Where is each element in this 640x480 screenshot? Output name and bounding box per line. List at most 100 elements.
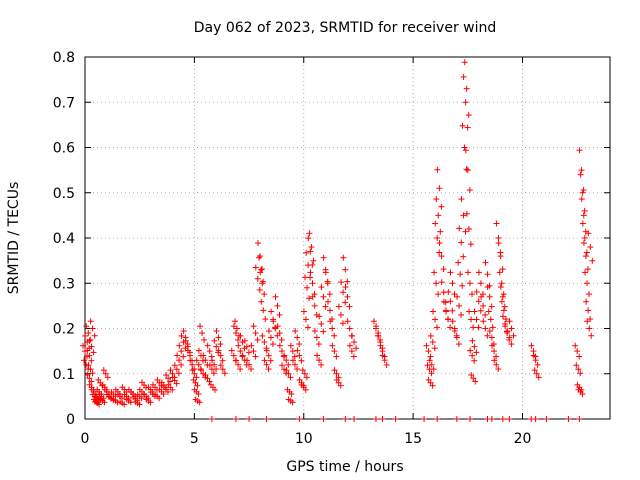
data-point: [454, 293, 461, 300]
data-point: [193, 357, 200, 364]
data-point: [496, 269, 503, 276]
data-point: [169, 386, 176, 393]
data-point: [426, 357, 433, 364]
data-point: [453, 416, 460, 422]
data-point: [296, 341, 303, 348]
data-point: [458, 196, 465, 203]
data-point: [342, 416, 349, 422]
data-point: [438, 253, 445, 260]
data-point: [81, 357, 88, 364]
data-point: [434, 324, 440, 331]
data-point: [176, 342, 183, 349]
y-tick-label: 0: [66, 412, 75, 428]
data-point: [493, 361, 500, 368]
data-point: [267, 334, 274, 341]
data-point: [565, 416, 572, 422]
data-point: [204, 375, 211, 382]
data-point: [572, 342, 579, 349]
data-point: [501, 303, 508, 310]
data-point: [302, 386, 309, 393]
data-point: [189, 367, 196, 374]
y-tick-label: 0.2: [53, 322, 75, 338]
data-point: [104, 374, 111, 381]
data-point: [115, 391, 121, 398]
data-point: [136, 401, 143, 408]
data-point: [342, 284, 349, 291]
data-point: [574, 348, 581, 355]
data-point: [583, 249, 590, 256]
data-point: [86, 381, 93, 388]
data-point: [331, 332, 338, 339]
data-point: [252, 353, 259, 360]
data-point: [583, 298, 590, 305]
data-point: [300, 308, 307, 315]
data-point: [475, 269, 482, 276]
data-point: [436, 249, 443, 256]
data-point: [100, 395, 107, 402]
data-point: [128, 389, 135, 396]
data-point: [232, 318, 239, 325]
data-point: [434, 166, 441, 173]
data-point: [285, 396, 292, 403]
data-point: [464, 124, 471, 131]
y-tick-label: 0.3: [53, 276, 75, 292]
data-point: [320, 416, 327, 422]
data-point: [215, 347, 222, 354]
data-point: [455, 259, 462, 266]
data-point: [167, 378, 174, 385]
data-point: [211, 386, 218, 393]
data-point: [434, 235, 441, 241]
data-point: [425, 376, 432, 383]
data-point: [269, 341, 276, 348]
data-point: [99, 381, 106, 388]
data-point: [152, 391, 159, 398]
data-point: [110, 396, 117, 403]
data-point: [96, 391, 103, 398]
data-point: [193, 374, 200, 381]
data-point: [235, 342, 242, 349]
data-point: [174, 352, 181, 359]
data-point: [233, 357, 240, 364]
data-point: [497, 253, 504, 260]
data-point: [189, 361, 196, 368]
data-point: [373, 323, 380, 330]
data-point: [471, 308, 478, 315]
data-point: [318, 284, 325, 291]
data-point: [302, 316, 309, 323]
data-point: [431, 269, 438, 276]
data-point: [459, 282, 466, 289]
data-point: [484, 332, 491, 339]
data-point: [305, 235, 312, 242]
data-point: [486, 293, 493, 300]
data-point: [257, 269, 264, 276]
data-point: [314, 352, 321, 359]
data-point: [579, 189, 586, 196]
data-point: [268, 308, 275, 315]
data-point: [480, 318, 487, 325]
data-point: [86, 337, 93, 344]
data-point: [195, 361, 202, 368]
data-point: [217, 341, 224, 348]
data-point: [230, 323, 237, 330]
data-point: [585, 307, 592, 314]
data-point: [213, 328, 220, 335]
data-point: [449, 318, 456, 325]
data-point: [217, 362, 224, 369]
data-point: [331, 367, 338, 374]
data-point: [211, 361, 218, 368]
data-point: [106, 394, 113, 401]
data-point: [487, 316, 494, 323]
data-point: [574, 381, 581, 388]
data-point: [473, 316, 480, 323]
data-point: [313, 334, 320, 341]
data-point: [304, 284, 311, 291]
data-point: [303, 249, 310, 256]
data-point: [255, 240, 261, 247]
data-point: [337, 382, 344, 389]
data-point: [436, 185, 443, 192]
data-point: [296, 352, 303, 359]
data-point: [327, 318, 334, 325]
data-point: [447, 324, 454, 331]
data-point: [265, 366, 272, 373]
